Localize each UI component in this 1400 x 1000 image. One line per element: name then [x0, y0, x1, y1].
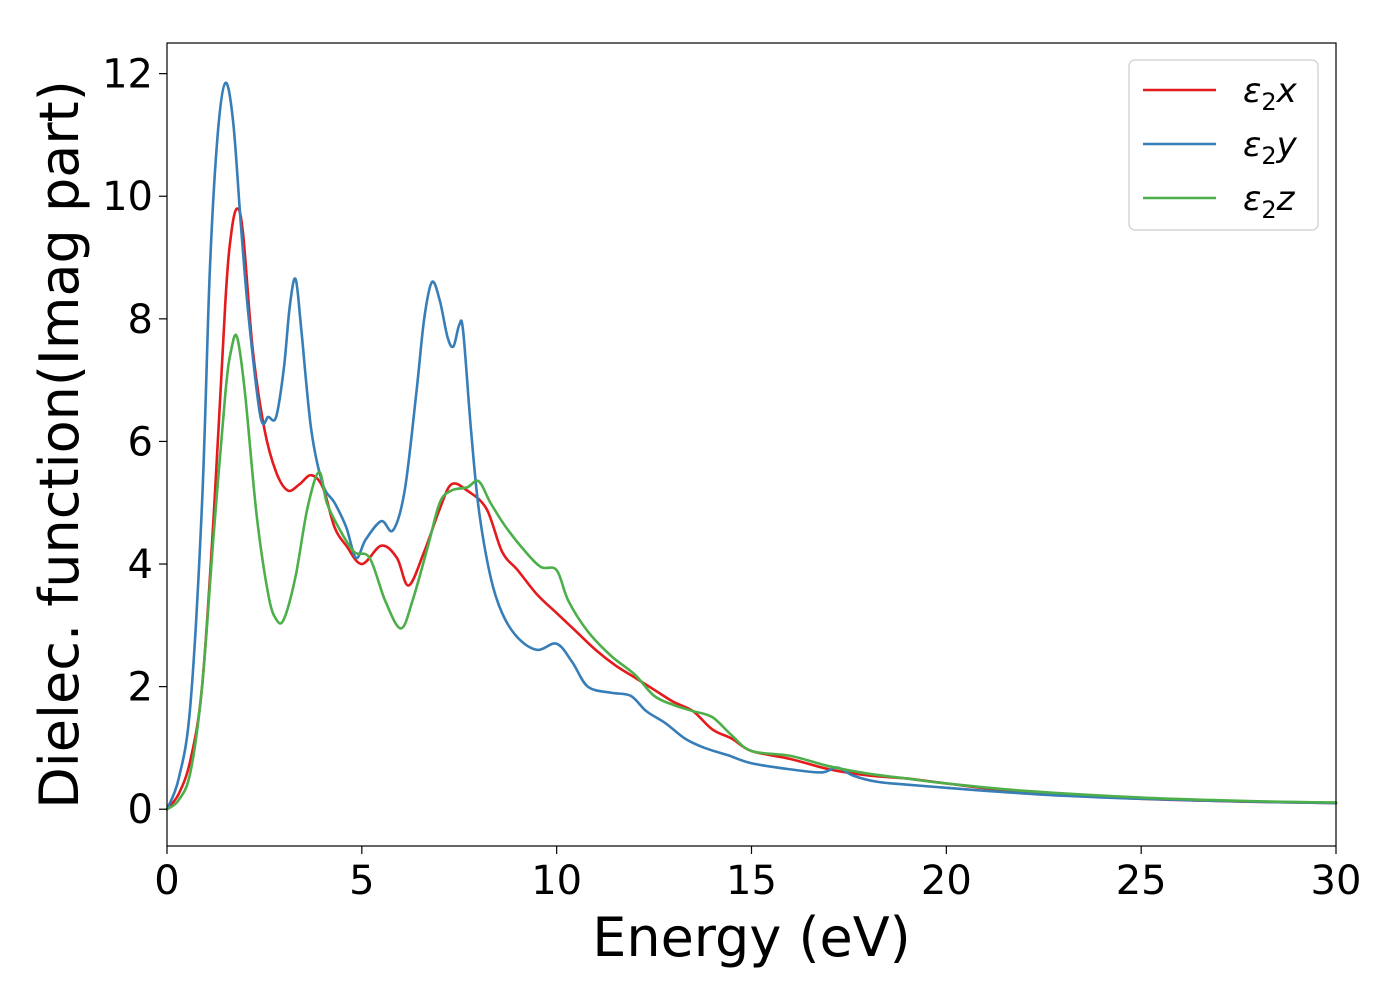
legend-box — [1128, 59, 1319, 231]
y-axis-ticks: 0 2 4 6 8 10 12 — [102, 52, 167, 833]
y-axis-label: Dielec. function(Imag part) — [28, 80, 91, 809]
x-tick-label: 30 — [1311, 858, 1362, 904]
y-tick-label: 10 — [102, 174, 153, 220]
series-line-z — [165, 333, 1338, 811]
x-tick-label: 25 — [1116, 858, 1167, 904]
y-tick-label: 4 — [128, 542, 153, 588]
y-tick-label: 0 — [128, 787, 153, 833]
x-axis-ticks: 0 5 10 15 20 25 30 — [154, 846, 1361, 904]
y-tick-label: 12 — [102, 52, 153, 98]
x-tick-label: 0 — [154, 858, 179, 904]
y-tick-label: 8 — [128, 297, 153, 343]
x-tick-label: 10 — [531, 858, 582, 904]
x-tick-label: 15 — [726, 858, 777, 904]
y-tick-label: 2 — [128, 665, 153, 711]
y-tick-label: 6 — [128, 419, 153, 465]
plot-series-group — [165, 81, 1338, 811]
legend-label-x: ε2x — [1243, 71, 1298, 116]
legend-label-y: ε2y — [1243, 125, 1298, 170]
x-tick-label: 20 — [921, 858, 972, 904]
series-line-y — [165, 81, 1338, 811]
series-line-x — [165, 207, 1338, 811]
legend: ε2x ε2y ε2z — [1128, 59, 1319, 231]
x-axis-label: Energy (eV) — [592, 906, 911, 969]
legend-label-z: ε2z — [1243, 179, 1296, 224]
x-tick-label: 5 — [349, 858, 374, 904]
